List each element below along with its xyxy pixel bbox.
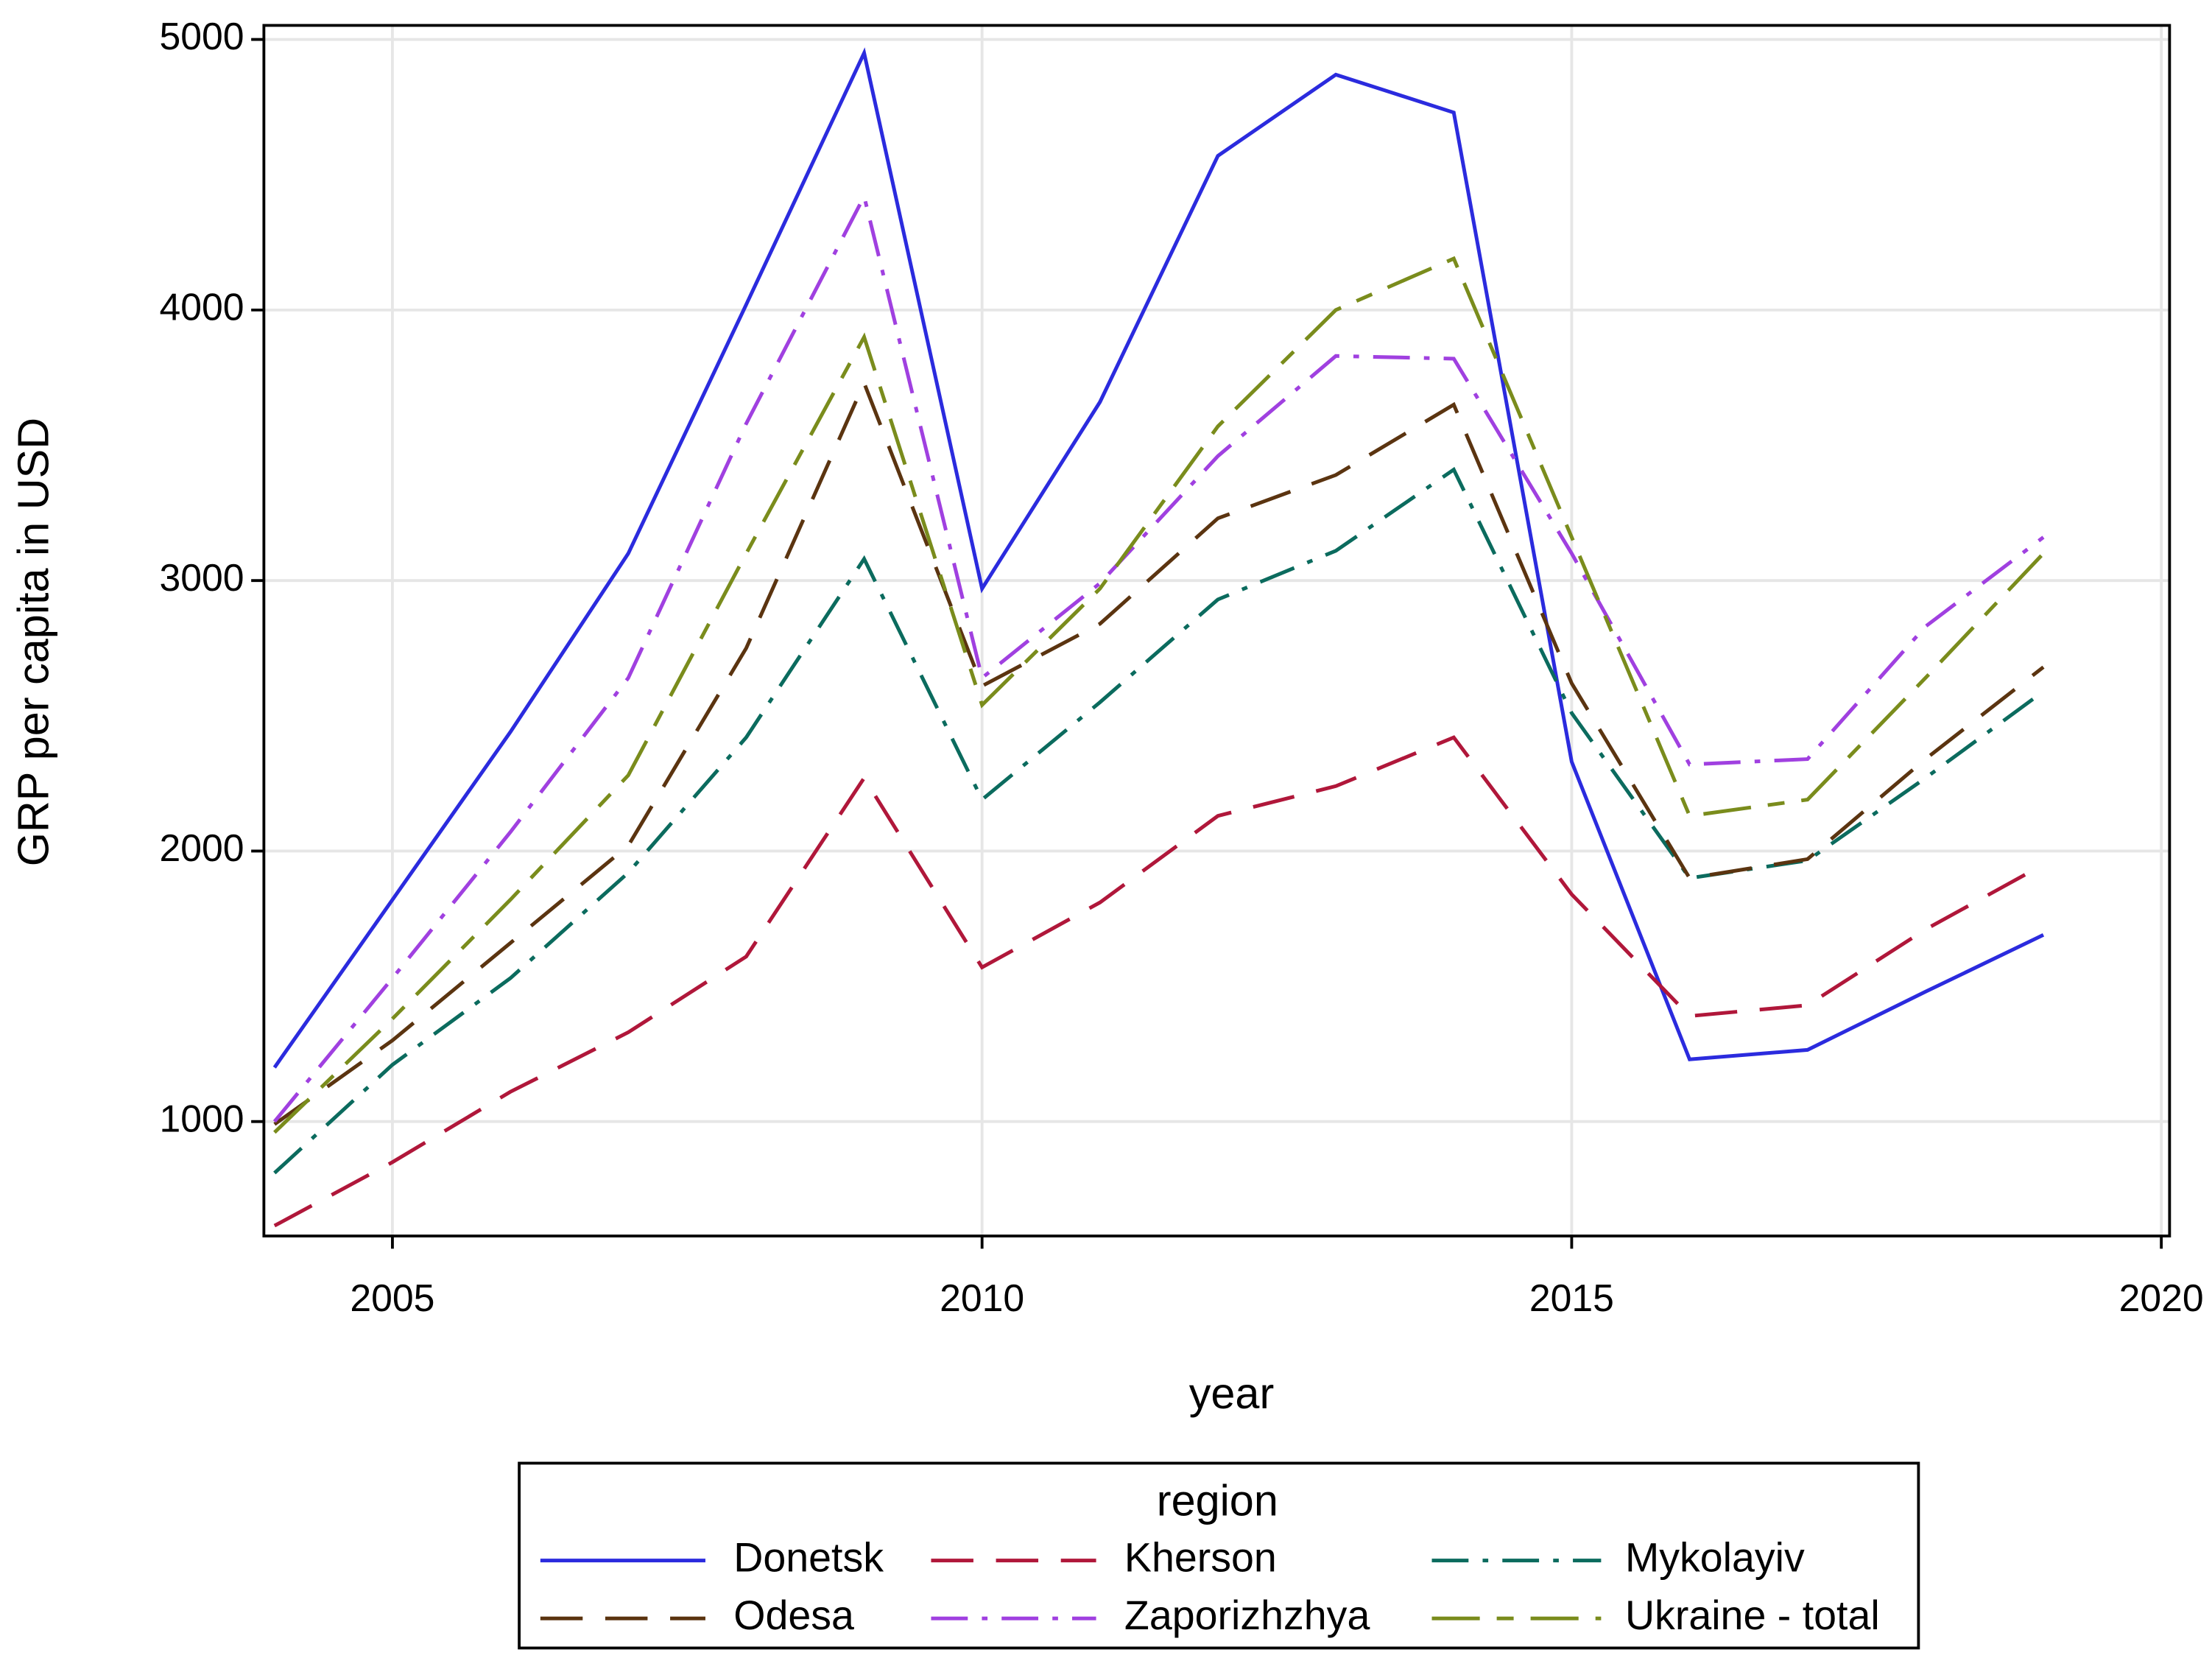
x-tick-label: 2015 — [1529, 1276, 1614, 1319]
series-line — [273, 378, 2045, 1126]
x-tick-label: 2020 — [2119, 1276, 2204, 1319]
y-tick-label: 1000 — [159, 1097, 244, 1139]
legend-label: Mykolayiv — [1625, 1534, 1805, 1580]
series-line — [273, 735, 2045, 1228]
series-line — [272, 191, 2045, 1123]
y-tick-label: 3000 — [159, 556, 244, 599]
series-line — [272, 47, 2045, 1069]
legend-title: region — [1157, 1476, 1278, 1525]
legend-box — [518, 1461, 1920, 1650]
series-line — [273, 256, 2045, 1134]
legend-label: Donetsk — [733, 1534, 884, 1580]
legend-label: Ukraine - total — [1625, 1592, 1880, 1638]
y-tick-label: 2000 — [159, 826, 244, 869]
legend-label: Zaporizhzhya — [1124, 1592, 1370, 1638]
y-tick-label: 4000 — [159, 286, 244, 329]
x-tick-label: 2010 — [940, 1276, 1024, 1319]
legend-label: Kherson — [1124, 1534, 1277, 1580]
y-axis-label: GRP per capita in USD — [9, 418, 58, 866]
plot-frame — [262, 24, 2172, 1237]
x-tick-label: 2005 — [350, 1276, 434, 1319]
x-axis-label: year — [1189, 1369, 1275, 1418]
y-tick-label: 5000 — [159, 15, 244, 57]
legend-label: Odesa — [733, 1592, 854, 1638]
